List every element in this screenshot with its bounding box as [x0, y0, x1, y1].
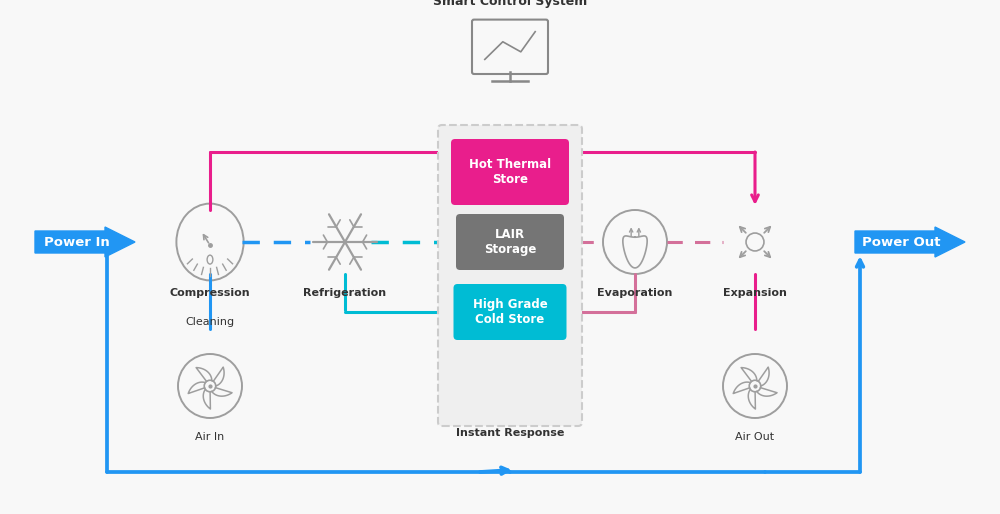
FancyBboxPatch shape — [456, 214, 564, 270]
Text: Air In: Air In — [195, 432, 225, 442]
Text: Refrigeration: Refrigeration — [303, 288, 387, 298]
Text: Cleaning: Cleaning — [185, 317, 235, 327]
FancyBboxPatch shape — [453, 284, 566, 340]
FancyArrow shape — [855, 227, 965, 257]
FancyArrow shape — [35, 227, 135, 257]
Text: Power Out: Power Out — [862, 235, 940, 248]
Text: Power In: Power In — [44, 235, 110, 248]
Text: Air Out: Air Out — [735, 432, 775, 442]
Text: Compression: Compression — [170, 288, 250, 298]
Text: Evaporation: Evaporation — [597, 288, 673, 298]
Text: Smart Control System: Smart Control System — [433, 0, 587, 8]
Text: Expansion: Expansion — [723, 288, 787, 298]
FancyBboxPatch shape — [438, 125, 582, 426]
Text: High Grade
Cold Store: High Grade Cold Store — [473, 298, 547, 326]
Text: LAIR
Storage: LAIR Storage — [484, 228, 536, 256]
FancyBboxPatch shape — [451, 139, 569, 205]
Text: Instant Response: Instant Response — [456, 428, 564, 438]
Text: Hot Thermal
Store: Hot Thermal Store — [469, 158, 551, 186]
